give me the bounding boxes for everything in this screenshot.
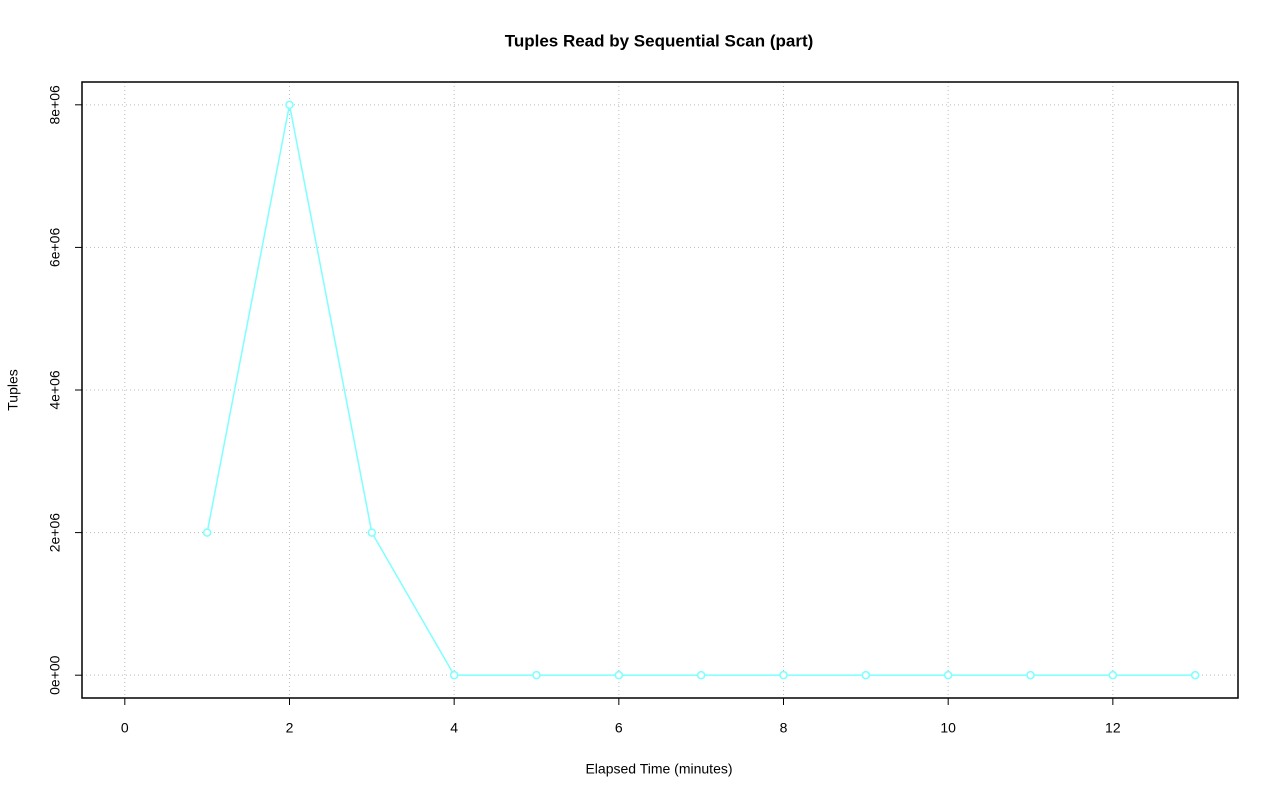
y-tick-label: 4e+06 [47,370,63,410]
point [861,670,871,680]
x-tick-label: 10 [940,720,956,736]
x-tick-label: 8 [780,720,788,736]
x-tick-label: 4 [450,720,458,736]
point [1108,670,1118,680]
x-axis-label: Elapsed Time (minutes) [585,761,732,777]
chart-title: Tuples Read by Sequential Scan (part) [505,31,814,50]
point [285,100,294,110]
point [943,670,953,680]
y-tick-label: 2e+06 [47,513,63,553]
x-tick-label: 6 [615,720,623,736]
point [449,670,459,680]
y-tick-label: 8e+06 [47,85,63,125]
point [532,670,541,680]
y-tick-label: 6e+06 [47,228,63,268]
point [696,670,706,680]
x-tick-label: 2 [286,720,294,736]
y-tick-label: 0e+00 [47,655,63,695]
point [1190,670,1200,680]
x-tick-label: 0 [121,720,129,736]
point [367,528,377,537]
point [779,670,788,680]
x-tick-label: 12 [1105,720,1121,736]
plot-frame [81,81,1239,699]
point [614,670,624,680]
y-axis-label: Tuples [5,369,21,411]
point [202,528,212,537]
point [1026,670,1035,680]
